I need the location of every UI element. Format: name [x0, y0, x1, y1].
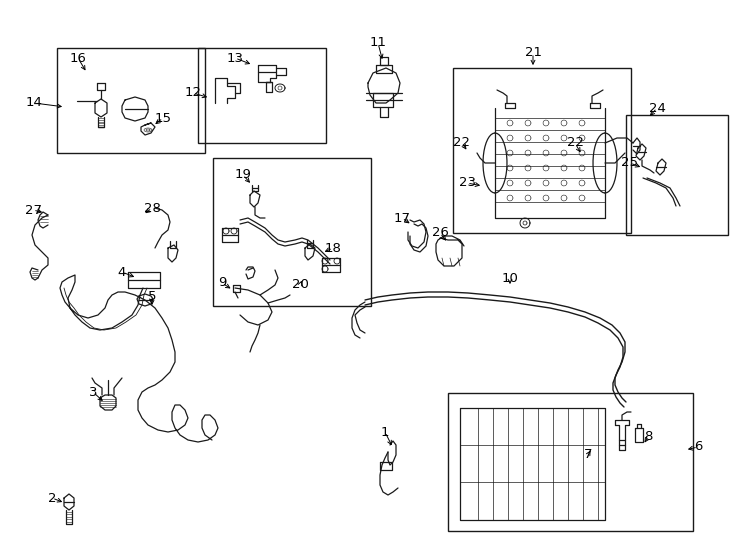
Text: 27: 27	[24, 204, 42, 217]
Bar	[57, 48, 205, 153]
Bar	[448, 393, 693, 531]
Bar	[626, 115, 728, 235]
Bar	[453, 68, 631, 233]
Text: 7: 7	[584, 449, 592, 462]
Text: 10: 10	[501, 272, 518, 285]
Text: 25: 25	[622, 157, 639, 170]
Text: 12: 12	[184, 86, 202, 99]
Bar	[213, 158, 371, 306]
Bar	[198, 48, 326, 143]
Text: 9: 9	[218, 276, 226, 289]
Text: 23: 23	[459, 177, 476, 190]
Text: 26: 26	[432, 226, 448, 240]
Text: 6: 6	[694, 441, 702, 454]
Text: 14: 14	[26, 97, 43, 110]
Text: 15: 15	[154, 111, 172, 125]
Text: 8: 8	[644, 430, 653, 443]
Text: 21: 21	[525, 46, 542, 59]
Text: 24: 24	[649, 102, 666, 114]
Text: 17: 17	[393, 212, 410, 225]
Text: 3: 3	[89, 386, 97, 399]
Text: 19: 19	[235, 168, 252, 181]
Text: 22: 22	[454, 137, 470, 150]
Text: 18: 18	[324, 241, 341, 254]
Text: 1: 1	[381, 426, 389, 438]
Text: 2: 2	[48, 491, 57, 504]
Text: 22: 22	[567, 137, 584, 150]
Text: 5: 5	[148, 289, 156, 302]
Text: 20: 20	[291, 279, 308, 292]
Text: 11: 11	[369, 37, 387, 50]
Text: 4: 4	[118, 266, 126, 279]
Text: 13: 13	[227, 51, 244, 64]
Text: 28: 28	[144, 201, 161, 214]
Text: 16: 16	[70, 51, 87, 64]
